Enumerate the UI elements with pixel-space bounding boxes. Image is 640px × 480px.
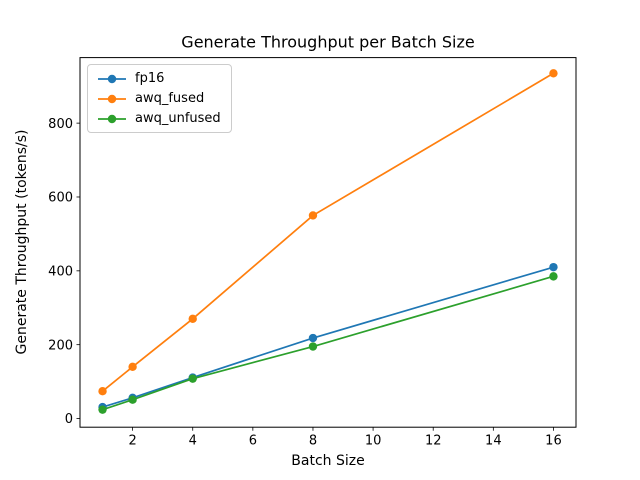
axes-frame	[79, 57, 577, 428]
data-point-awq_fused	[188, 314, 197, 324]
y-tick-label: 600	[48, 191, 73, 206]
legend-box: fp16 awq_fused awq_unfused	[87, 64, 232, 133]
data-point-awq_unfused	[188, 374, 197, 383]
legend-item-fp16: fp16	[97, 71, 221, 86]
legend-item-awq_unfused: awq_unfused	[97, 111, 221, 126]
y-axis-label: Generate Throughput (tokens/s)	[14, 129, 30, 355]
legend-line-icon	[98, 74, 126, 83]
legend-item-awq_fused: awq_fused	[97, 91, 221, 106]
x-tick-label: 8	[309, 434, 317, 449]
x-tick-label: 6	[249, 434, 257, 449]
data-point-awq_fused	[98, 387, 107, 396]
x-axis-label: Batch Size	[291, 453, 365, 469]
x-tick-label: 12	[425, 434, 442, 449]
chart-title: Generate Throughput per Batch Size	[181, 32, 475, 52]
series-line-awq_unfused	[102, 275, 554, 411]
data-point-awq_fused	[128, 362, 137, 372]
legend-line-icon	[98, 114, 126, 123]
legend-line-icon	[98, 94, 126, 103]
y-tick-label: 0	[65, 412, 73, 427]
y-tick-label: 800	[48, 117, 73, 132]
y-tick-label: 200	[48, 338, 73, 353]
legend-label: awq_fused	[135, 91, 205, 106]
data-point-awq_fused	[549, 69, 558, 78]
x-tick-label: 10	[365, 434, 382, 449]
data-point-awq_fused	[308, 211, 318, 220]
x-tick-label: 14	[485, 434, 502, 449]
y-tick-label: 400	[48, 265, 73, 280]
legend-label: fp16	[135, 71, 165, 86]
legend-label: awq_unfused	[135, 111, 221, 126]
x-tick-label: 2	[128, 434, 136, 449]
data-point-fp16	[308, 333, 318, 343]
data-point-awq_unfused	[98, 405, 107, 414]
data-point-awq_unfused	[308, 342, 318, 351]
data-point-fp16	[549, 262, 558, 272]
x-tick-label: 16	[545, 434, 562, 449]
data-point-awq_unfused	[549, 272, 558, 281]
data-point-awq_unfused	[128, 395, 137, 404]
x-tick-label: 4	[189, 434, 197, 449]
